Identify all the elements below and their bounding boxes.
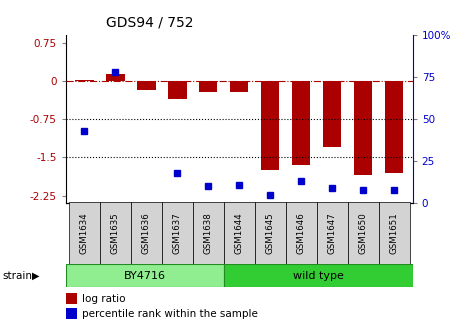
FancyBboxPatch shape [348, 202, 378, 264]
Bar [261, 81, 280, 170]
Text: GSM1651: GSM1651 [390, 212, 399, 254]
Text: GSM1635: GSM1635 [111, 212, 120, 254]
Text: GSM1638: GSM1638 [204, 212, 213, 254]
Text: BY4716: BY4716 [124, 270, 166, 281]
Text: log ratio: log ratio [82, 294, 126, 304]
Text: GDS94 / 752: GDS94 / 752 [106, 15, 194, 29]
Bar [168, 81, 187, 99]
FancyBboxPatch shape [224, 202, 255, 264]
Bar [106, 75, 125, 81]
Text: GSM1647: GSM1647 [328, 212, 337, 254]
Text: wild type: wild type [293, 270, 344, 281]
Bar [354, 81, 372, 175]
Text: strain: strain [2, 271, 32, 281]
Bar [75, 80, 93, 81]
FancyBboxPatch shape [66, 264, 224, 287]
FancyBboxPatch shape [317, 202, 348, 264]
Bar [292, 81, 310, 165]
Text: GSM1650: GSM1650 [359, 212, 368, 254]
FancyBboxPatch shape [162, 202, 193, 264]
Text: GSM1645: GSM1645 [265, 212, 275, 254]
Text: GSM1646: GSM1646 [297, 212, 306, 254]
Bar [323, 81, 341, 147]
Text: ▶: ▶ [32, 271, 39, 281]
Text: GSM1634: GSM1634 [80, 212, 89, 254]
FancyBboxPatch shape [255, 202, 286, 264]
FancyBboxPatch shape [100, 202, 131, 264]
FancyBboxPatch shape [193, 202, 224, 264]
FancyBboxPatch shape [378, 202, 409, 264]
FancyBboxPatch shape [286, 202, 317, 264]
Text: GSM1637: GSM1637 [173, 212, 182, 254]
Text: GSM1644: GSM1644 [234, 212, 244, 254]
FancyBboxPatch shape [69, 202, 100, 264]
Bar [230, 81, 249, 92]
Bar [385, 81, 403, 173]
Bar [137, 81, 156, 90]
FancyBboxPatch shape [224, 264, 413, 287]
Text: percentile rank within the sample: percentile rank within the sample [82, 309, 258, 319]
Text: GSM1636: GSM1636 [142, 212, 151, 254]
Bar [199, 81, 218, 92]
FancyBboxPatch shape [131, 202, 162, 264]
